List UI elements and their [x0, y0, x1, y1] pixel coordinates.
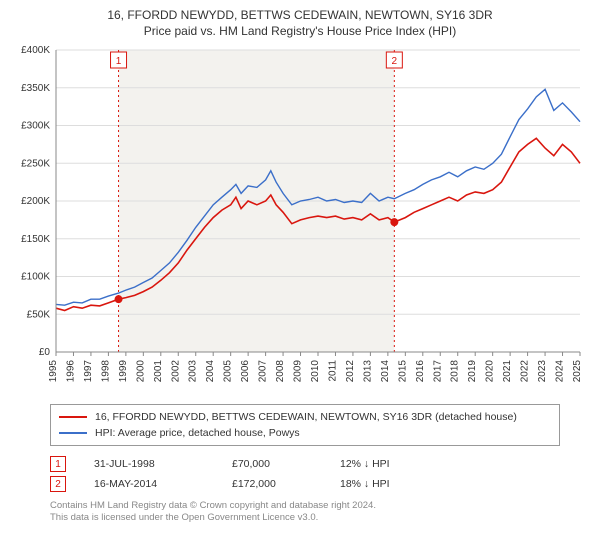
marker-row: 2 16-MAY-2014 £172,000 18% ↓ HPI — [50, 474, 560, 494]
svg-text:2020: 2020 — [485, 360, 496, 383]
marker-date: 16-MAY-2014 — [94, 478, 204, 490]
legend: 16, FFORDD NEWYDD, BETTWS CEDEWAIN, NEWT… — [50, 404, 560, 446]
svg-text:2006: 2006 — [240, 360, 251, 383]
svg-text:2016: 2016 — [415, 360, 426, 383]
svg-text:2012: 2012 — [345, 360, 356, 383]
legend-label: HPI: Average price, detached house, Powy… — [95, 427, 300, 439]
svg-text:2014: 2014 — [380, 360, 391, 383]
marker-box: 2 — [50, 476, 66, 492]
marker-table: 1 31-JUL-1998 £70,000 12% ↓ HPI 2 16-MAY… — [50, 454, 560, 494]
svg-text:2: 2 — [392, 56, 398, 67]
svg-text:1998: 1998 — [100, 360, 111, 383]
legend-swatch-hpi — [59, 432, 87, 434]
marker-box: 1 — [50, 456, 66, 472]
svg-text:2000: 2000 — [135, 360, 146, 383]
svg-text:2024: 2024 — [555, 360, 566, 383]
svg-text:2005: 2005 — [223, 360, 234, 383]
chart: £0 £50K £100K £150K £200K £250K £300K £350K £400… — [10, 44, 590, 394]
svg-text:£300K: £300K — [21, 121, 50, 132]
legend-row: HPI: Average price, detached house, Powy… — [59, 425, 551, 441]
svg-text:2004: 2004 — [205, 360, 216, 383]
svg-text:2002: 2002 — [170, 360, 181, 383]
footnote-line: Contains HM Land Registry data © Crown c… — [50, 500, 560, 512]
svg-text:2008: 2008 — [275, 360, 286, 383]
marker-diff: 12% ↓ HPI — [340, 458, 440, 470]
svg-text:2007: 2007 — [258, 360, 269, 383]
svg-text:2001: 2001 — [153, 360, 164, 383]
legend-swatch-property — [59, 416, 87, 418]
chart-svg: £0 £50K £100K £150K £200K £250K £300K £350K £400… — [10, 44, 590, 394]
marker-row: 1 31-JUL-1998 £70,000 12% ↓ HPI — [50, 454, 560, 474]
svg-text:1996: 1996 — [65, 360, 76, 383]
svg-text:1997: 1997 — [83, 360, 94, 383]
svg-text:2013: 2013 — [362, 360, 373, 383]
marker-date: 31-JUL-1998 — [94, 458, 204, 470]
title-subtitle: Price paid vs. HM Land Registry's House … — [10, 24, 590, 38]
svg-text:£200K: £200K — [21, 196, 50, 207]
title-block: 16, FFORDD NEWYDD, BETTWS CEDEWAIN, NEWT… — [10, 8, 590, 38]
marker-diff: 18% ↓ HPI — [340, 478, 440, 490]
svg-text:2022: 2022 — [520, 360, 531, 383]
legend-label: 16, FFORDD NEWYDD, BETTWS CEDEWAIN, NEWT… — [95, 411, 517, 423]
svg-text:£350K: £350K — [21, 83, 50, 94]
svg-text:2021: 2021 — [502, 360, 513, 383]
svg-text:2017: 2017 — [432, 360, 443, 383]
chart-container: 16, FFORDD NEWYDD, BETTWS CEDEWAIN, NEWT… — [0, 0, 600, 560]
svg-text:2025: 2025 — [572, 360, 583, 383]
svg-text:£250K: £250K — [21, 158, 50, 169]
svg-text:£0: £0 — [39, 347, 51, 358]
svg-text:1999: 1999 — [118, 360, 129, 383]
svg-text:2023: 2023 — [537, 360, 548, 383]
title-address: 16, FFORDD NEWYDD, BETTWS CEDEWAIN, NEWT… — [10, 8, 590, 22]
svg-text:1: 1 — [116, 56, 122, 67]
svg-text:2011: 2011 — [327, 360, 338, 382]
svg-text:1995: 1995 — [48, 360, 59, 383]
marker-price: £70,000 — [232, 458, 312, 470]
svg-text:2009: 2009 — [293, 360, 304, 383]
svg-text:£50K: £50K — [27, 309, 51, 320]
svg-text:2003: 2003 — [188, 360, 199, 383]
svg-text:£150K: £150K — [21, 234, 50, 245]
legend-row: 16, FFORDD NEWYDD, BETTWS CEDEWAIN, NEWT… — [59, 409, 551, 425]
footnote-line: This data is licensed under the Open Gov… — [50, 512, 560, 524]
svg-text:2010: 2010 — [310, 360, 321, 383]
svg-text:2019: 2019 — [467, 360, 478, 383]
marker-price: £172,000 — [232, 478, 312, 490]
svg-text:£400K: £400K — [21, 45, 50, 56]
footnote: Contains HM Land Registry data © Crown c… — [50, 500, 560, 525]
svg-text:2015: 2015 — [397, 360, 408, 383]
svg-text:£100K: £100K — [21, 272, 50, 283]
svg-text:2018: 2018 — [450, 360, 461, 383]
